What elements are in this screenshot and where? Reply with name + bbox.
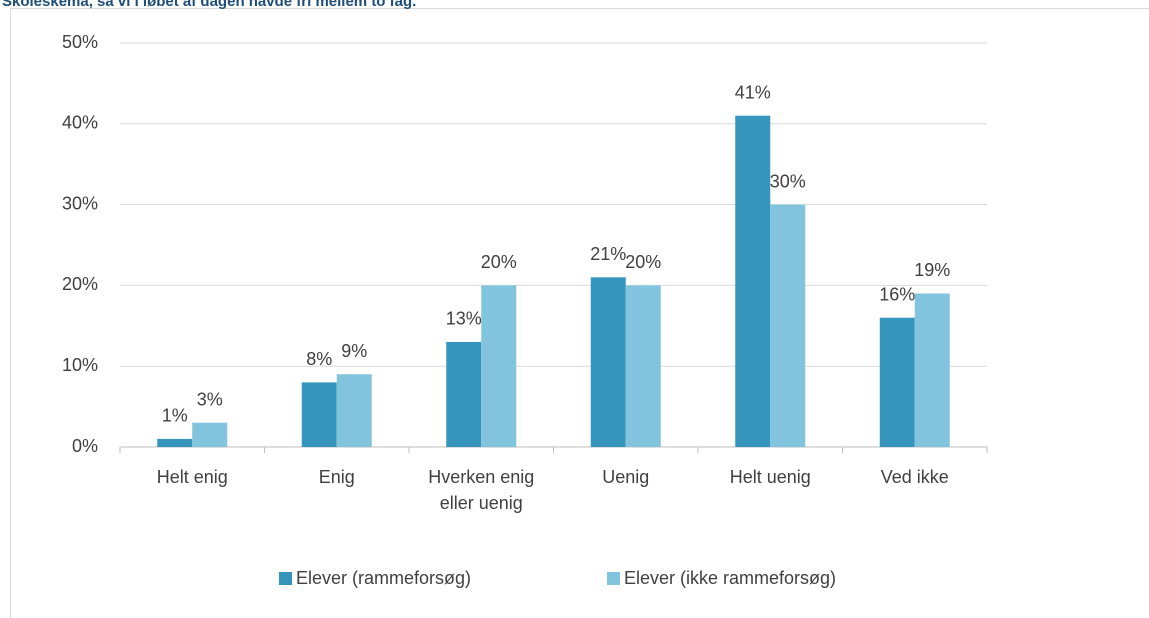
y-tick-label: 10% [62, 355, 98, 375]
bar [157, 438, 193, 447]
data-label: 41% [735, 82, 771, 102]
y-tick-label: 50% [62, 32, 98, 52]
data-label: 21% [590, 244, 626, 264]
data-label: 8% [306, 349, 332, 369]
data-label: 13% [446, 309, 482, 329]
y-tick-label: 40% [62, 113, 98, 133]
chart-border [10, 8, 1149, 618]
x-tick-label: Hverken enig eller uenig [428, 467, 534, 513]
legend-swatch [279, 572, 292, 585]
x-tick-label: Helt enig [157, 467, 228, 487]
x-tick-label: Enig [319, 467, 355, 487]
bar [735, 115, 771, 447]
y-tick-label: 30% [62, 193, 98, 213]
legend-label: Elever (ikke rammeforsøg) [624, 568, 836, 588]
x-tick-label: Helt uenig [730, 467, 811, 487]
data-label: 30% [770, 171, 806, 191]
bar [336, 374, 372, 447]
y-tick-label: 20% [62, 274, 98, 294]
data-label: 20% [481, 252, 517, 272]
bar [770, 204, 806, 447]
x-tick-label: Uenig [602, 467, 649, 487]
y-tick-label: 0% [72, 436, 98, 456]
bar [192, 422, 228, 447]
bar [879, 317, 915, 447]
chart-title: Skoleskema, så vi i løbet af dagen havde… [2, 0, 416, 10]
legend-swatch [607, 572, 620, 585]
data-label: 19% [914, 260, 950, 280]
data-label: 20% [625, 252, 661, 272]
data-label: 3% [197, 390, 223, 410]
bar [446, 341, 482, 447]
data-label: 1% [162, 406, 188, 426]
legend-label: Elever (rammeforsøg) [296, 568, 471, 588]
data-label: 16% [879, 284, 915, 304]
bar [625, 285, 661, 447]
bar [590, 277, 626, 447]
x-tick-label: Ved ikke [881, 467, 949, 487]
data-label: 9% [341, 341, 367, 361]
bar [301, 382, 337, 447]
bar [481, 285, 517, 447]
bar [914, 293, 950, 447]
